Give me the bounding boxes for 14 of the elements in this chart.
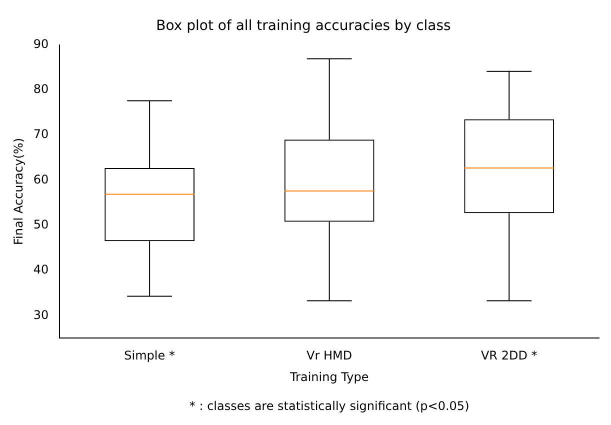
y-tick-label: 50 — [33, 217, 49, 232]
y-tick-label: 60 — [33, 172, 49, 186]
y-tick-label: 40 — [33, 262, 49, 277]
y-axis-title: Final Accuracy(%) — [11, 138, 26, 246]
y-tick-label: 80 — [33, 82, 49, 96]
x-tick-label: Vr HMD — [306, 348, 352, 363]
chart-title: Box plot of all training accuracies by class — [156, 18, 451, 34]
x-axis-title: Training Type — [288, 370, 369, 384]
x-tick-label: Simple * — [124, 348, 175, 363]
y-tick-label: 30 — [33, 308, 49, 322]
y-tick-label: 90 — [33, 36, 49, 51]
x-tick-label: VR 2DD * — [480, 348, 538, 363]
text: * : classes are statistically significant (p<0.05) — [189, 399, 470, 414]
y-tick-label: 70 — [33, 127, 49, 142]
